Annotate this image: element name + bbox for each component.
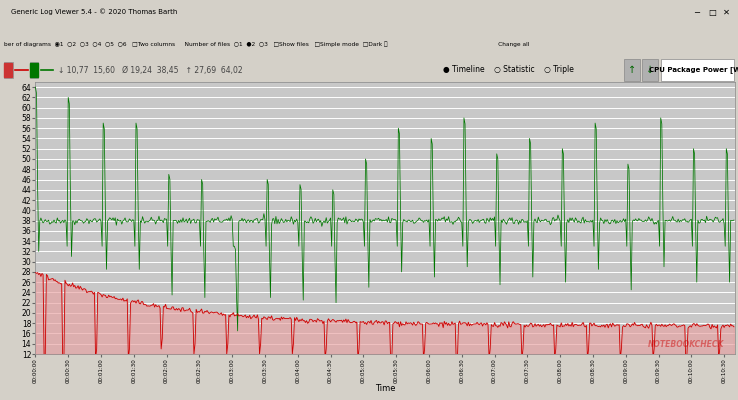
Text: ─: ─ <box>694 8 699 16</box>
Text: □: □ <box>708 8 717 16</box>
Text: ber of diagrams  ◉1  ○2  ○3  ○4  ○5  ○6   □Two columns     Number of files  ○1  : ber of diagrams ◉1 ○2 ○3 ○4 ○5 ○6 □Two c… <box>4 41 529 47</box>
Text: NOTEBOOKCHECK: NOTEBOOKCHECK <box>648 340 725 348</box>
Bar <box>4 62 13 78</box>
Text: ↑: ↑ <box>627 65 636 75</box>
Text: CPU Package Power [W]: CPU Package Power [W] <box>649 66 738 74</box>
X-axis label: Time: Time <box>375 384 396 393</box>
Text: ● Timeline    ○ Statistic    ○ Triple: ● Timeline ○ Statistic ○ Triple <box>443 66 573 74</box>
Bar <box>4 63 12 77</box>
Bar <box>30 62 38 78</box>
Bar <box>642 59 658 81</box>
Bar <box>624 59 640 81</box>
Text: ↓: ↓ <box>646 65 655 75</box>
Text: Generic Log Viewer 5.4 - © 2020 Thomas Barth: Generic Log Viewer 5.4 - © 2020 Thomas B… <box>11 9 177 15</box>
Bar <box>30 63 38 77</box>
Text: ↓ 10,77  15,60   Ø 19,24  38,45   ↑ 27,69  64,02: ↓ 10,77 15,60 Ø 19,24 38,45 ↑ 27,69 64,0… <box>58 66 242 74</box>
Text: ✕: ✕ <box>723 8 730 16</box>
